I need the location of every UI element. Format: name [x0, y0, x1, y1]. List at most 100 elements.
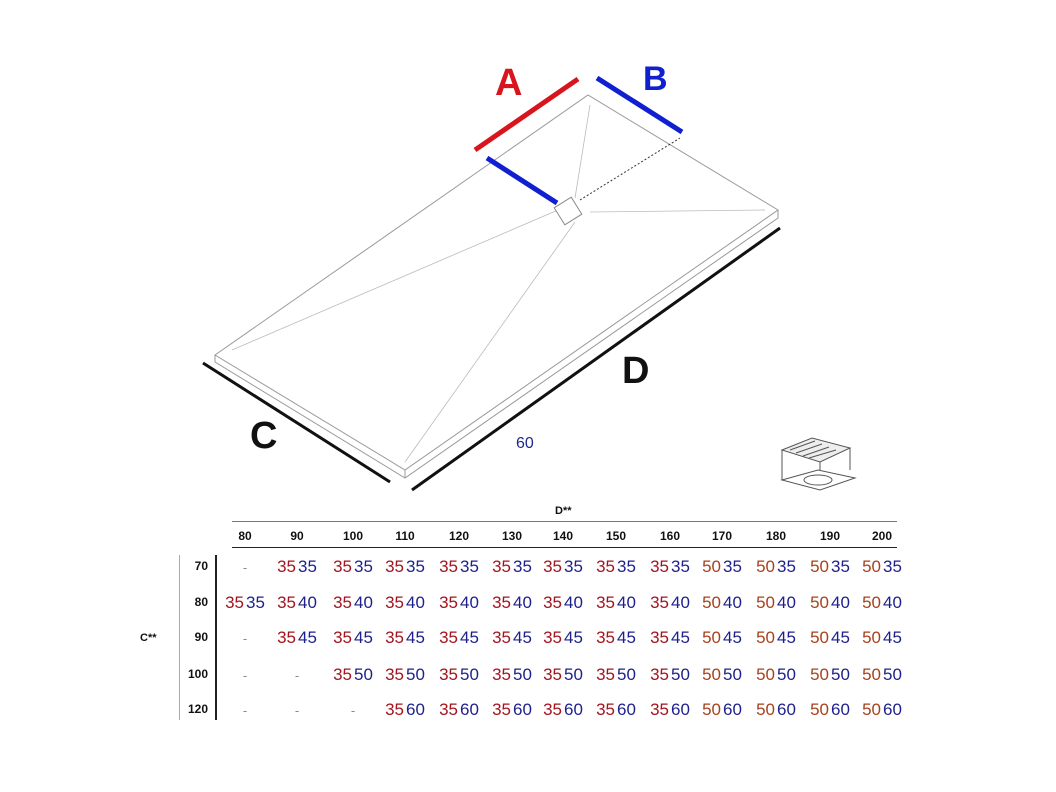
value-a: 35	[385, 557, 404, 576]
label-d: D	[622, 350, 650, 392]
value-a: 35	[277, 593, 296, 612]
value-a: 50	[862, 700, 881, 719]
table-cell: 35 40	[531, 593, 595, 613]
row-header-thin-line	[179, 555, 180, 720]
empty-dash: -	[294, 703, 300, 718]
table-cell: 35 45	[265, 628, 329, 648]
table-cell: 35 35	[373, 557, 437, 577]
value-a: 50	[756, 593, 775, 612]
value-b: 40	[831, 593, 850, 612]
row-header: 100	[187, 667, 208, 681]
table-cell: -	[213, 557, 277, 577]
table-cell: 50 35	[744, 557, 808, 577]
value-a: 50	[756, 700, 775, 719]
value-b: 60	[460, 700, 479, 719]
table-cell: 35 60	[638, 700, 702, 720]
value-a: 35	[543, 700, 562, 719]
table-cell: 35 45	[427, 628, 491, 648]
drain	[553, 196, 583, 226]
value-a: 35	[650, 665, 669, 684]
value-b: 45	[671, 628, 690, 647]
table-cell: 35 45	[638, 628, 702, 648]
value-b: 35	[723, 557, 742, 576]
value-a: 50	[862, 665, 881, 684]
value-b: 35	[460, 557, 479, 576]
column-header: 190	[819, 529, 841, 543]
column-header: 90	[290, 529, 304, 543]
value-b: 45	[831, 628, 850, 647]
value-a: 50	[862, 593, 881, 612]
value-a: 50	[756, 628, 775, 647]
drain-slope-lines	[231, 104, 766, 463]
value-a: 35	[543, 665, 562, 684]
table-cell: 35 40	[321, 593, 385, 613]
empty-dash: -	[242, 631, 248, 646]
value-b: 40	[513, 593, 532, 612]
value-a: 35	[333, 665, 352, 684]
value-b: 45	[354, 628, 373, 647]
value-b: 50	[831, 665, 850, 684]
value-a: 35	[650, 628, 669, 647]
value-a: 35	[650, 700, 669, 719]
table-cell: 35 35	[638, 557, 702, 577]
empty-dash: -	[242, 560, 248, 575]
value-a: 35	[492, 665, 511, 684]
value-b: 50	[617, 665, 636, 684]
value-b: 60	[406, 700, 425, 719]
value-a: 35	[543, 557, 562, 576]
table-cell: 35 45	[321, 628, 385, 648]
value-a: 35	[492, 628, 511, 647]
value-b: 35	[564, 557, 583, 576]
value-a: 50	[756, 665, 775, 684]
value-b: 60	[671, 700, 690, 719]
value-b: 50	[777, 665, 796, 684]
value-b: 60	[564, 700, 583, 719]
label-b: B	[643, 60, 668, 98]
value-a: 50	[810, 628, 829, 647]
table-cell: 35 50	[321, 665, 385, 685]
value-a: 50	[702, 628, 721, 647]
value-b: 60	[831, 700, 850, 719]
table-cell: 35 60	[373, 700, 437, 720]
table-cell: 50 45	[744, 628, 808, 648]
row-header: 90	[194, 630, 208, 644]
table-cell: 35 50	[584, 665, 648, 685]
value-a: 35	[333, 628, 352, 647]
column-header: 80	[238, 529, 252, 543]
table-cell: 50 40	[690, 593, 754, 613]
value-b: 40	[298, 593, 317, 612]
header-top-line	[232, 521, 897, 522]
value-a: 35	[596, 665, 615, 684]
drain-grate-icon	[780, 437, 857, 491]
value-b: 50	[671, 665, 690, 684]
value-b: 50	[883, 665, 902, 684]
dimension-b-bar	[595, 75, 684, 135]
value-a: 35	[225, 593, 244, 612]
value-b: 35	[831, 557, 850, 576]
value-a: 35	[492, 557, 511, 576]
value-b: 40	[460, 593, 479, 612]
table-cell: 50 60	[850, 700, 914, 720]
value-b: 40	[354, 593, 373, 612]
table-cell: 35 45	[584, 628, 648, 648]
table-cell: 35 40	[427, 593, 491, 613]
table-cell: -	[265, 700, 329, 720]
empty-dash: -	[294, 668, 300, 683]
value-b: 45	[513, 628, 532, 647]
table-cell: 35 40	[265, 593, 329, 613]
value-b: 40	[564, 593, 583, 612]
table-cell: 35 35	[213, 593, 277, 613]
table-cell: 50 50	[850, 665, 914, 685]
column-header: 200	[871, 529, 893, 543]
value-b: 45	[723, 628, 742, 647]
table-cell: 35 45	[480, 628, 544, 648]
value-a: 35	[385, 593, 404, 612]
value-b: 45	[460, 628, 479, 647]
value-a: 35	[543, 628, 562, 647]
value-a: 50	[702, 593, 721, 612]
table-cell: 50 45	[798, 628, 862, 648]
value-b: 50	[354, 665, 373, 684]
column-header: 120	[448, 529, 470, 543]
value-b: 35	[883, 557, 902, 576]
